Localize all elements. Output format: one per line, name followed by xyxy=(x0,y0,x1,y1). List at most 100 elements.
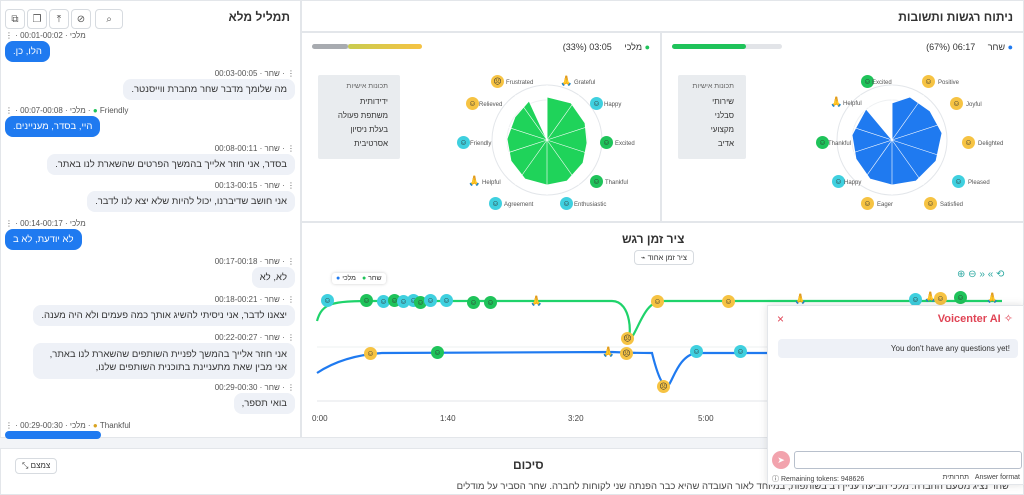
grateful-hands-icon: 🙏 xyxy=(560,76,573,87)
trait-item: מקצועי xyxy=(710,125,734,134)
remaining-tokens: ⓘ Remaining tokens: 948626 xyxy=(772,476,865,483)
close-icon[interactable]: × xyxy=(777,312,785,326)
trait-item: סבלני xyxy=(714,111,734,120)
summary-title: סיכום xyxy=(513,458,544,472)
radar-label: Agreement xyxy=(504,202,534,208)
radar-label: Happy xyxy=(844,180,862,186)
frustrated-emoji-icon: ☹ xyxy=(491,75,504,88)
timeline-marker-icon: ☺ xyxy=(377,295,390,308)
agent-talk-bar-fill xyxy=(672,44,746,49)
chart-icon: ⌁ xyxy=(641,253,646,262)
timeline-marker-icon: ☺ xyxy=(651,295,664,308)
message-meta: שחר · 00:22-00:27 · ⋮ xyxy=(214,333,295,342)
agent-radar-chart xyxy=(836,84,948,196)
unified-timeline-toggle[interactable]: ציר זמן אחוד ⌁ xyxy=(634,250,694,265)
answer-format-select[interactable]: תחרותית Answer format xyxy=(942,474,1020,481)
message-meta: שחר · 00:13-00:15 · ⋮ xyxy=(214,181,295,190)
client-traits-box: תכונות אישיות ידידותית משתפת פעולה בעלת … xyxy=(318,75,400,159)
timeline-marker-icon: ☺ xyxy=(909,293,922,306)
pan-left-icon[interactable]: « xyxy=(987,269,994,280)
transcript-title: תמליל מלא xyxy=(228,10,290,24)
positive-emoji-icon: ☺ xyxy=(922,75,935,88)
timeline-marker-icon: 🙏 xyxy=(986,293,999,304)
radar-label: Frustrated xyxy=(506,80,534,86)
trait-item: משתפת פעולה xyxy=(337,111,388,120)
enthusiastic-emoji-icon: ☺ xyxy=(560,197,573,210)
chart-controls: ⊕ ⊖ » « ⟲ xyxy=(957,269,1004,280)
radar-label: Thankful xyxy=(605,180,629,186)
agent-emotion-card: ● שחר 06:17 (67%) תכונות אישיות שירותי ס… xyxy=(661,32,1024,222)
timeline-marker-icon: ☺ xyxy=(690,345,703,358)
summary-text: שחר נציג מטעם החברה. מלכי הביעה עניין רב… xyxy=(456,481,1009,492)
timeline-legend: ● שחר ● מלכי xyxy=(332,273,386,284)
timeline-marker-icon: 🙏 xyxy=(924,292,937,303)
zoom-in-icon[interactable]: ⊕ xyxy=(957,269,966,280)
collapse-icon: ⤡ xyxy=(22,461,29,470)
timeline-marker-icon: ☹ xyxy=(620,347,633,360)
timeline-marker-icon: ☺ xyxy=(364,347,377,360)
message-bubble: אני חוזר אלייך בהמשך לפניית השותפים שהשא… xyxy=(33,343,295,379)
radar-label: Excited xyxy=(615,141,635,147)
ai-panel-title: Voicenter AI ✧ xyxy=(937,313,1013,325)
zoom-out-icon[interactable]: ⊖ xyxy=(968,269,977,280)
sparkle-icon: ✧ xyxy=(1003,313,1013,325)
ai-empty-message: You don't have any questions yet! xyxy=(778,339,1018,358)
message-bubble: מה שלומך מדבר שחר מחברת ווייסנטר. xyxy=(123,79,295,100)
trait-item: בעלת ניסיון xyxy=(350,125,388,134)
search-icon[interactable]: ⌕ xyxy=(95,9,123,29)
client-time: 03:05 xyxy=(589,42,612,52)
transcript-list[interactable]: ⋮ · 00:01-00:02 · מלכי הלו, כן. שחר · 00… xyxy=(1,31,301,439)
timeline-marker-icon: ☺ xyxy=(397,295,410,308)
message-meta: ⋮ · 00:01-00:02 · מלכי xyxy=(5,31,86,40)
radar-label: Delighted xyxy=(978,141,1004,147)
message-bubble: הלו, כן. xyxy=(5,41,50,62)
upload-icon[interactable]: ⤒ xyxy=(49,9,69,29)
trait-item: אדיב xyxy=(717,139,734,148)
message-meta: שחר · 00:17-00:18 · ⋮ xyxy=(214,257,295,266)
reset-icon[interactable]: ⟲ xyxy=(996,269,1005,280)
radar-label: Helpful xyxy=(843,101,862,107)
timeline-marker-icon: ☺ xyxy=(440,294,453,307)
radar-label: Thankful xyxy=(828,141,852,147)
happy-emoji-icon: ☺ xyxy=(590,97,603,110)
radar-label: Helpful xyxy=(482,180,501,186)
send-icon[interactable]: ➤ xyxy=(772,451,790,469)
message-bubble: לא יודעת, לא ב xyxy=(5,229,82,250)
timeline-marker-icon: ☺ xyxy=(934,292,947,305)
hide-icon[interactable]: ⊘ xyxy=(71,9,91,29)
analysis-header: ניתוח רגשות ותשובות xyxy=(301,0,1024,32)
message-bubble: אני חושב שדיברנו, יכול להיות שלא יצא לנו… xyxy=(87,191,295,212)
duplicate-icon[interactable]: ❐ xyxy=(27,9,47,29)
delighted-emoji-icon: ☺ xyxy=(962,136,975,149)
trait-item: שירותי xyxy=(712,97,734,106)
agent-time: 06:17 xyxy=(952,42,976,52)
happy-emoji-icon: ☺ xyxy=(832,175,845,188)
analysis-title: ניתוח רגשות ותשובות xyxy=(898,10,1013,24)
message-meta: ⋮ · 00:14-00:17 · מלכי xyxy=(5,219,86,228)
eager-emoji-icon: ☺ xyxy=(861,197,874,210)
timeline-marker-icon: ☺ xyxy=(424,294,437,307)
joyful-emoji-icon: ☺ xyxy=(950,97,963,110)
pan-right-icon[interactable]: » xyxy=(979,269,985,280)
agent-speaker-info: ● שחר 06:17 (67%) xyxy=(926,42,1013,52)
agent-talk-bar xyxy=(672,44,782,49)
copy-icon[interactable]: ⧉ xyxy=(5,9,25,29)
agent-traits-box: תכונות אישיות שירותי סבלני מקצועי אדיב xyxy=(678,75,746,159)
timeline-marker-icon: ☺ xyxy=(722,295,735,308)
message-bubble: לא, לא xyxy=(251,267,295,288)
client-talk-bar xyxy=(312,44,422,49)
traits-title: תכונות אישיות xyxy=(346,83,388,90)
relieved-emoji-icon: ☺ xyxy=(466,97,479,110)
timeline-marker-icon: ☺ xyxy=(360,294,373,307)
message-meta: ⋮ · 00:07-00:08 · מלכי · ● Friendly xyxy=(5,106,129,115)
message-bubble xyxy=(5,431,101,439)
timeline-marker-icon: ☺ xyxy=(431,346,444,359)
excited-emoji-icon: ☺ xyxy=(600,136,613,149)
x-tick-label: 3:20 xyxy=(568,414,584,423)
client-percent: (33%) xyxy=(562,42,587,52)
client-talk-bar-accent xyxy=(348,44,422,49)
message-meta: שחר · 00:03-00:05 · ⋮ xyxy=(214,69,295,78)
collapse-button[interactable]: צמצם ⤡ xyxy=(15,458,58,474)
traits-title: תכונות אישיות xyxy=(692,83,734,90)
ai-question-input[interactable] xyxy=(794,451,1022,469)
